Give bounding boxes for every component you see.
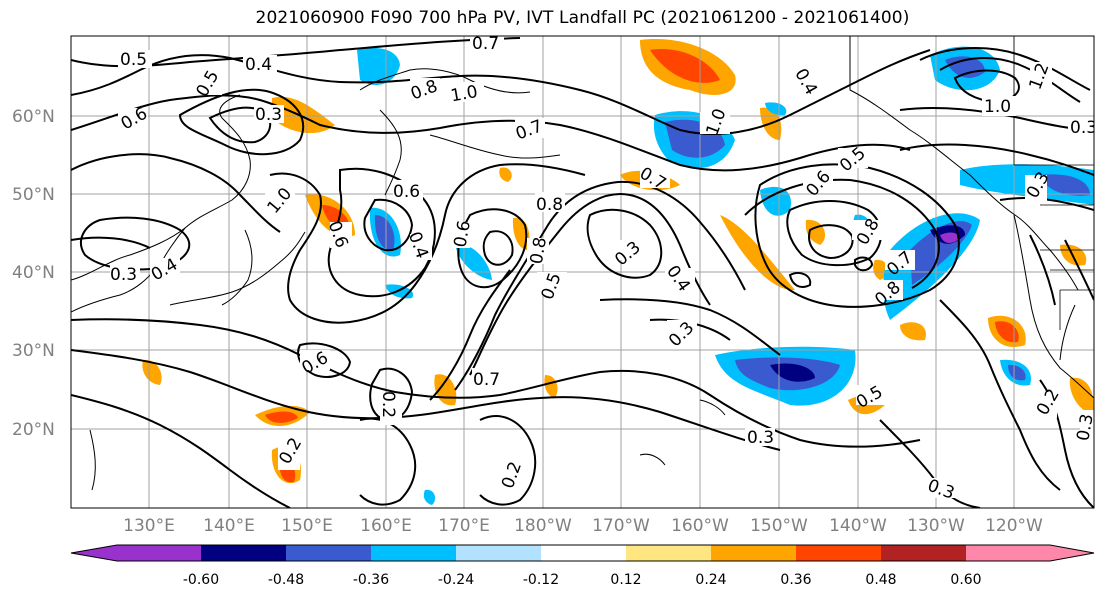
contour-label: 0.3 xyxy=(110,265,137,285)
contour-label: 0.7 xyxy=(473,370,500,390)
contour-label: 0.3 xyxy=(255,105,282,125)
lon-label: 170°E xyxy=(438,516,490,536)
colorbar-tick: 0.48 xyxy=(865,572,896,588)
political-boundaries xyxy=(1013,36,1094,330)
colorbar-segment xyxy=(201,545,286,561)
coastlines xyxy=(71,36,1094,491)
contour-label: 1.0 xyxy=(449,82,479,106)
colorbar-segment xyxy=(541,545,626,561)
contour-label: 1.0 xyxy=(984,97,1011,117)
colorbar-segment xyxy=(626,545,711,561)
lat-label: 60°N xyxy=(12,107,55,127)
colorbar-segment xyxy=(371,545,456,561)
colorbar-outline xyxy=(70,544,1095,562)
map-frame xyxy=(70,35,1095,509)
contour-label: 0.8 xyxy=(527,236,551,266)
colorbar-segment xyxy=(286,545,371,561)
lon-label: 140°E xyxy=(203,516,255,536)
lon-label: 160°E xyxy=(360,516,412,536)
colorbar-tick: 0.36 xyxy=(780,572,811,588)
contour-label: 0.2 xyxy=(378,391,398,418)
lon-label: 130°W xyxy=(907,516,965,536)
lon-label: 130°E xyxy=(123,516,175,536)
contour-label: 0.5 xyxy=(120,50,147,70)
latitude-labels: 60°N 50°N 40°N 30°N 20°N xyxy=(12,107,55,440)
lon-label: 180°W xyxy=(514,516,572,536)
lon-label: 140°W xyxy=(829,516,887,536)
lat-label: 20°N xyxy=(12,420,55,440)
lon-label: 150°W xyxy=(750,516,808,536)
lon-label: 120°W xyxy=(985,516,1043,536)
colorbar-segment xyxy=(711,545,796,561)
map-area: 0.5 0.4 0.5 0.3 0.6 0.8 1.0 0.7 0.7 0.8 … xyxy=(71,34,1097,508)
colorbar-segment xyxy=(966,545,1094,561)
colorbar-tick: 0.60 xyxy=(950,572,981,588)
contour-label: 0.7 xyxy=(472,34,499,54)
colorbar-tick: -0.60 xyxy=(183,572,219,588)
map-title: 2021060900 F090 700 hPa PV, IVT Landfall… xyxy=(255,8,910,28)
contour-label: 0.4 xyxy=(245,55,272,75)
contour-label: 0.6 xyxy=(451,219,475,249)
lon-label: 160°W xyxy=(671,516,729,536)
contour-label: 0.3 xyxy=(747,428,774,448)
colorbar-tick: -0.24 xyxy=(438,572,474,588)
colorbar-tick: 0.24 xyxy=(695,572,726,588)
contour-label: 0.3 xyxy=(1073,412,1097,442)
colorbar-segment xyxy=(456,545,541,561)
contour-label: 0.6 xyxy=(393,182,420,202)
colorbar-tick: -0.36 xyxy=(353,572,389,588)
contour-label: 0.8 xyxy=(536,195,563,215)
colorbar-tick: 0.12 xyxy=(610,572,641,588)
lon-label: 150°E xyxy=(281,516,333,536)
lat-label: 30°N xyxy=(12,341,55,361)
longitude-labels: 130°E 140°E 150°E 160°E 170°E 180°W 170°… xyxy=(123,516,1043,536)
colorbar-segment xyxy=(881,545,966,561)
contour-label: 0.3 xyxy=(1070,118,1097,138)
lat-label: 40°N xyxy=(12,263,55,283)
colorbar-tick: -0.12 xyxy=(523,572,559,588)
lat-label: 50°N xyxy=(12,185,55,205)
colorbar-tick: -0.48 xyxy=(268,572,304,588)
colorbar-segment xyxy=(71,545,201,561)
colorbar-segment xyxy=(796,545,881,561)
pv-contours xyxy=(71,37,1094,508)
lon-label: 170°W xyxy=(592,516,650,536)
colorbar: -0.60 -0.48 -0.36 -0.24 -0.12 0.12 0.24 … xyxy=(70,544,1095,588)
